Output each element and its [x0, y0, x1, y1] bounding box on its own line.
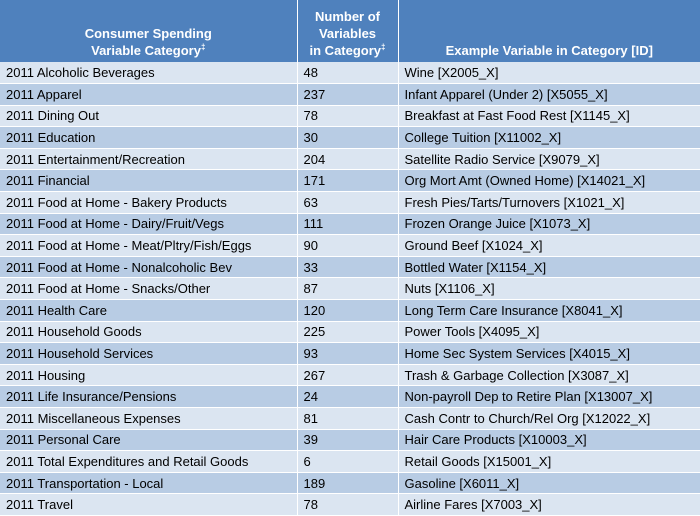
example-cell: Wine [X2005_X]	[398, 62, 700, 84]
category-cell: 2011 Total Expenditures and Retail Goods	[0, 450, 298, 473]
category-cell: 2011 Life Insurance/Pensions	[0, 385, 298, 408]
table-row: 2011 Miscellaneous Expenses 81 Cash Contr …	[0, 407, 700, 430]
count-cell: 30	[297, 126, 399, 149]
header-category-line1: Consumer Spending	[84, 26, 212, 41]
category-cell: 2011 Financial	[0, 169, 298, 192]
dagger-mark: ‡	[200, 42, 206, 52]
dagger-mark: ‡	[381, 42, 386, 52]
category-cell: 2011 Apparel	[0, 83, 298, 106]
table-row: 2011 Transportation - Local 189 Gasoline […	[0, 472, 700, 494]
category-cell: 2011 Food at Home - Snacks/Other	[0, 277, 298, 300]
count-cell: 90	[297, 234, 399, 257]
count-cell: 81	[297, 407, 399, 430]
table-row: 2011 Food at Home - Dairy/Fruit/Vegs 111 F…	[0, 213, 700, 235]
table-row: 2011 Apparel 237 Infant Apparel (Under 2) …	[0, 83, 700, 106]
count-cell: 24	[297, 385, 399, 408]
example-cell: Frozen Orange Juice [X1073_X]	[398, 213, 700, 235]
category-cell: 2011 Alcoholic Beverages	[0, 62, 298, 84]
category-cell: 2011 Education	[0, 126, 298, 149]
example-cell: Fresh Pies/Tarts/Turnovers [X1021_X]	[398, 191, 700, 214]
example-cell: Bottled Water [X1154_X]	[398, 256, 700, 278]
category-cell: 2011 Food at Home - Meat/Pltry/Fish/Eggs	[0, 234, 298, 257]
count-cell: 120	[297, 299, 399, 322]
category-cell: 2011 Housing	[0, 364, 298, 386]
count-cell: 6	[297, 450, 399, 473]
category-cell: 2011 Health Care	[0, 299, 298, 322]
table-row: 2011 Personal Care 39 Hair Care Products […	[0, 429, 700, 451]
count-cell: 87	[297, 277, 399, 300]
header-count-line2: Variables	[318, 26, 377, 41]
count-cell: 39	[297, 429, 399, 451]
example-cell: Hair Care Products [X10003_X]	[398, 429, 700, 451]
header-count: Number of Variables in Category‡	[297, 0, 399, 62]
count-cell: 63	[297, 191, 399, 214]
example-cell: Gasoline [X6011_X]	[398, 472, 700, 494]
count-cell: 189	[297, 472, 399, 494]
header-category-line2: Variable Category	[91, 43, 201, 58]
count-cell: 237	[297, 83, 399, 106]
header-category: Consumer Spending Variable Category‡	[0, 0, 298, 62]
category-cell: 2011 Entertainment/Recreation	[0, 148, 298, 170]
count-cell: 78	[297, 493, 399, 516]
category-cell: 2011 Food at Home - Dairy/Fruit/Vegs	[0, 213, 298, 235]
example-cell: Nuts [X1106_X]	[398, 277, 700, 300]
category-cell: 2011 Food at Home - Bakery Products	[0, 191, 298, 214]
category-cell: 2011 Household Goods	[0, 321, 298, 343]
table-row: 2011 Food at Home - Bakery Products 63 Fre…	[0, 191, 700, 214]
example-cell: Power Tools [X4095_X]	[398, 321, 700, 343]
example-cell: Satellite Radio Service [X9079_X]	[398, 148, 700, 170]
example-cell: Non-payroll Dep to Retire Plan [X13007_X…	[398, 385, 700, 408]
count-cell: 48	[297, 62, 399, 84]
category-cell: 2011 Miscellaneous Expenses	[0, 407, 298, 430]
header-example: Example Variable in Category [ID]	[398, 0, 700, 62]
table-row: 2011 Alcoholic Beverages 48 Wine [X2005_X]	[0, 62, 700, 84]
count-cell: 93	[297, 342, 399, 365]
example-cell: Breakfast at Fast Food Rest [X1145_X]	[398, 105, 700, 127]
example-cell: Cash Contr to Church/Rel Org [X12022_X]	[398, 407, 700, 430]
category-cell: 2011 Transportation - Local	[0, 472, 298, 494]
header-count-line1: Number of	[315, 9, 380, 24]
table-row: 2011 Entertainment/Recreation 204 Satellit…	[0, 148, 700, 170]
table-row: 2011 Household Goods 225 Power Tools [X409…	[0, 321, 700, 343]
category-cell: 2011 Food at Home - Nonalcoholic Bev	[0, 256, 298, 278]
count-cell: 33	[297, 256, 399, 278]
count-cell: 78	[297, 105, 399, 127]
count-cell: 171	[297, 169, 399, 192]
example-cell: Org Mort Amt (Owned Home) [X14021_X]	[398, 169, 700, 192]
count-cell: 267	[297, 364, 399, 386]
count-cell: 225	[297, 321, 399, 343]
count-cell: 111	[297, 213, 399, 235]
example-cell: Ground Beef [X1024_X]	[398, 234, 700, 257]
table-row: 2011 Housing 267 Trash & Garbage Collectio…	[0, 364, 700, 386]
example-cell: Long Term Care Insurance [X8041_X]	[398, 299, 700, 322]
category-cell: 2011 Dining Out	[0, 105, 298, 127]
table-row: 2011 Financial 171 Org Mort Amt (Owned Hom…	[0, 169, 700, 192]
table-row: 2011 Total Expenditures and Retail Goods…	[0, 450, 700, 473]
category-cell: 2011 Travel	[0, 493, 298, 516]
header-count-line3: in Category	[309, 43, 382, 58]
table-row: 2011 Food at Home - Meat/Pltry/Fish/Eggs…	[0, 234, 700, 257]
table-row: 2011 Travel 78 Airline Fares [X7003_X]	[0, 493, 700, 516]
example-cell: Airline Fares [X7003_X]	[398, 493, 700, 516]
count-cell: 204	[297, 148, 399, 170]
table-row: 2011 Dining Out 78 Breakfast at Fast Food …	[0, 105, 700, 127]
table-row: 2011 Health Care 120 Long Term Care Insura…	[0, 299, 700, 322]
table-row: 2011 Food at Home - Nonalcoholic Bev 33 Bo…	[0, 256, 700, 278]
table-row: 2011 Education 30 College Tuition [X11002_…	[0, 126, 700, 149]
example-cell: College Tuition [X11002_X]	[398, 126, 700, 149]
category-cell: 2011 Household Services	[0, 342, 298, 365]
example-cell: Trash & Garbage Collection [X3087_X]	[398, 364, 700, 386]
example-cell: Retail Goods [X15001_X]	[398, 450, 700, 473]
table-row: 2011 Household Services 93 Home Sec System…	[0, 342, 700, 365]
example-cell: Home Sec System Services [X4015_X]	[398, 342, 700, 365]
table-row: 2011 Life Insurance/Pensions 24 Non-payrol…	[0, 385, 700, 408]
table-body: 2011 Alcoholic Beverages 48 Wine [X2005_X]…	[0, 62, 700, 516]
example-cell: Infant Apparel (Under 2) [X5055_X]	[398, 83, 700, 106]
category-cell: 2011 Personal Care	[0, 429, 298, 451]
table-row: 2011 Food at Home - Snacks/Other 87 Nuts […	[0, 277, 700, 300]
table-header: Consumer Spending Variable Category‡ Num…	[0, 0, 700, 62]
